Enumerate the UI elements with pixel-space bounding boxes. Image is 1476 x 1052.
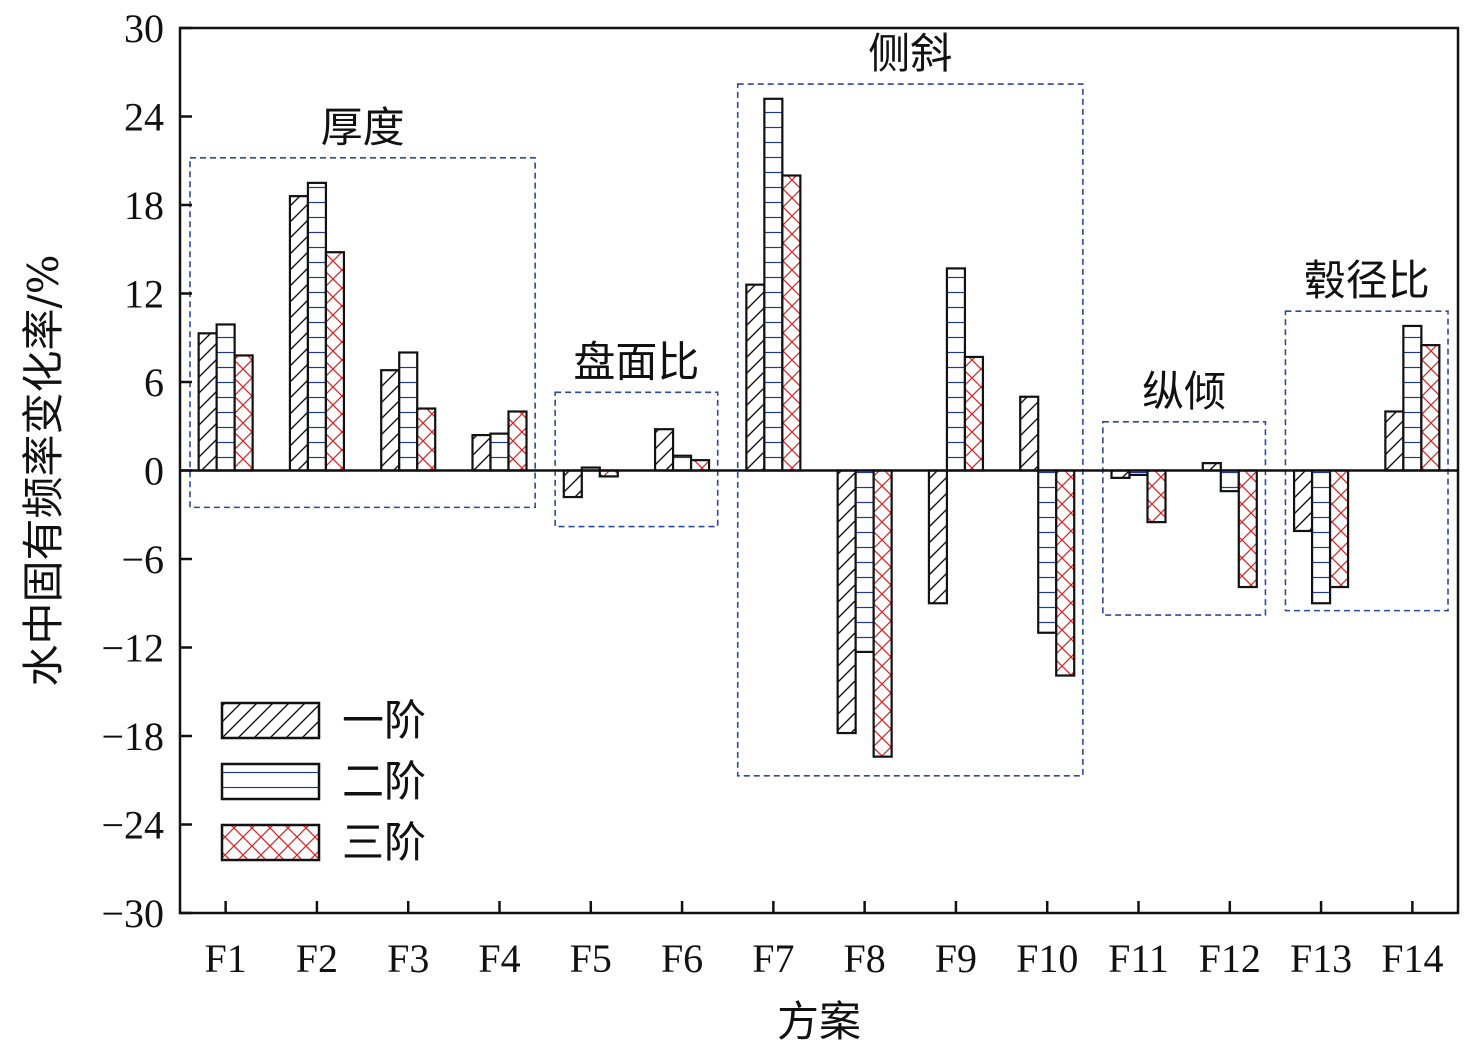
- legend-label: 二阶: [342, 757, 426, 806]
- x-tick-label: F14: [1381, 936, 1443, 981]
- group-box: [1102, 421, 1267, 616]
- x-tick-label: F2: [296, 936, 338, 981]
- bar: [1237, 469, 1258, 589]
- bar: [872, 469, 893, 758]
- bar: [306, 181, 328, 472]
- y-tick-label: 18: [124, 183, 164, 228]
- bar: [1292, 469, 1314, 533]
- group-box: [554, 391, 719, 528]
- x-tick-label: F12: [1199, 936, 1261, 981]
- bar: [1219, 469, 1240, 493]
- group-label: 毂径比: [1304, 256, 1430, 305]
- y-tick-label: −18: [101, 714, 164, 759]
- legend-swatch: [220, 701, 321, 740]
- bar: [1384, 410, 1405, 472]
- bar: [380, 369, 401, 472]
- legend-label: 三阶: [342, 818, 426, 867]
- y-tick-label: −24: [101, 803, 164, 848]
- bar: [1019, 395, 1040, 472]
- legend-label: 一阶: [342, 696, 426, 745]
- y-tick-label: 0: [144, 449, 164, 494]
- bar: [653, 428, 675, 472]
- bar: [324, 251, 346, 472]
- x-tick-label: F8: [844, 936, 886, 981]
- bar: [689, 459, 711, 472]
- group-label: 厚度: [321, 103, 405, 152]
- bar: [416, 407, 437, 472]
- y-tick-label: 24: [124, 95, 164, 140]
- group-label: 纵倾: [1142, 367, 1226, 416]
- y-axis: 30 24 18 12 6 0 −6 −12 −18 −24 −30: [101, 6, 192, 936]
- x-tick-label: F3: [387, 936, 429, 981]
- x-tick-label: F1: [205, 936, 247, 981]
- bar: [671, 454, 693, 472]
- bar: [398, 351, 419, 472]
- bar: [288, 195, 310, 472]
- bar: [507, 410, 528, 472]
- bar: [781, 174, 802, 472]
- bar: [1310, 469, 1332, 605]
- x-tick-label: F4: [478, 936, 520, 981]
- x-tick-label: F11: [1108, 936, 1169, 981]
- bar: [471, 434, 492, 472]
- bars: [197, 97, 1441, 758]
- bar: [745, 283, 766, 472]
- y-tick-label: 6: [144, 360, 164, 405]
- legend-swatch: [220, 762, 321, 801]
- x-axis: F1 F2 F3 F4 F5 F6 F7 F8 F9 F10 F11 F12 F13 F14: [205, 901, 1443, 981]
- bar: [963, 355, 985, 472]
- x-tick-label: F5: [570, 936, 612, 981]
- x-axis-title: 方案: [777, 997, 861, 1046]
- bar: [562, 469, 583, 499]
- bar: [1055, 469, 1076, 677]
- x-tick-label: F9: [935, 936, 977, 981]
- x-tick-label: F13: [1290, 936, 1352, 981]
- group-label: 侧斜: [868, 29, 952, 78]
- bar: [489, 432, 510, 472]
- x-tick-label: F10: [1016, 936, 1078, 981]
- y-axis-title: 水中固有频率变化率/%: [19, 254, 68, 686]
- bar: [233, 354, 254, 472]
- group-box: [736, 83, 1084, 777]
- y-tick-label: 30: [124, 6, 164, 51]
- bar: [215, 323, 236, 472]
- bar: [1328, 469, 1350, 589]
- group-boxes: [189, 83, 1449, 777]
- bar: [927, 469, 949, 605]
- y-tick-label: 12: [124, 272, 164, 317]
- bar: [854, 469, 875, 654]
- y-tick-label: −30: [101, 891, 164, 936]
- x-tick-label: F6: [661, 936, 703, 981]
- bar: [1402, 324, 1423, 472]
- bar: [197, 332, 218, 472]
- bar: [1420, 344, 1441, 472]
- group-box: [1284, 310, 1449, 612]
- legend-swatch: [220, 823, 321, 862]
- y-tick-label: −12: [101, 626, 164, 671]
- bar: [1037, 469, 1058, 634]
- x-tick-label: F7: [752, 936, 794, 981]
- bar: [1146, 469, 1167, 524]
- bar: [836, 469, 857, 735]
- y-tick-label: −6: [121, 537, 164, 582]
- group-box: [189, 157, 536, 509]
- bar: [763, 97, 784, 472]
- bar: [945, 267, 967, 472]
- group-label: 盘面比: [573, 337, 699, 386]
